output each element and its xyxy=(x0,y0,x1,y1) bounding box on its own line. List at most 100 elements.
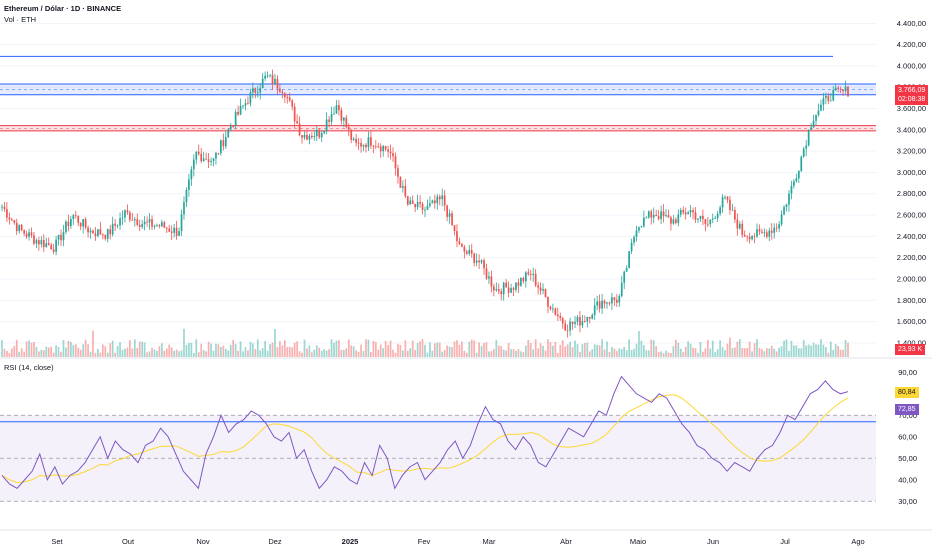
volume-bar xyxy=(677,342,680,357)
volume-bar xyxy=(569,341,571,357)
candle-body xyxy=(97,229,99,237)
volume-bar xyxy=(706,339,709,357)
candle-body xyxy=(99,229,102,235)
volume-bar xyxy=(497,345,500,357)
candle-body xyxy=(185,189,188,203)
volume-bar xyxy=(635,343,638,357)
volume-bar xyxy=(453,341,456,357)
volume-bar xyxy=(109,343,112,357)
volume-bar xyxy=(746,348,749,357)
time-axis-label: Out xyxy=(122,537,135,546)
candle-body xyxy=(254,88,257,93)
volume-bar xyxy=(148,351,151,357)
volume-bar xyxy=(33,342,35,357)
candle-body xyxy=(608,302,611,304)
candle-body xyxy=(247,103,249,105)
candle-body xyxy=(839,88,842,90)
price-tick-label: 4.400,00 xyxy=(897,19,926,28)
volume-bar xyxy=(495,339,498,357)
candle-body xyxy=(601,300,603,309)
volume-bar xyxy=(795,345,798,357)
volume-bar xyxy=(89,351,92,357)
volume-bar xyxy=(402,350,404,357)
candle-body xyxy=(815,115,817,121)
candle-body xyxy=(820,104,822,111)
chart-title[interactable]: Ethereum / Dólar · 1D · BINANCE xyxy=(4,4,122,13)
candle-body xyxy=(785,204,788,208)
candle-body xyxy=(158,225,161,227)
rsi-tick-label: 40,00 xyxy=(898,475,917,484)
volume-bar xyxy=(345,348,348,357)
volume-bar xyxy=(133,339,136,357)
candle-body xyxy=(404,186,407,197)
candle-body xyxy=(847,86,849,97)
volume-bar xyxy=(421,339,424,357)
volume-bar xyxy=(694,348,697,357)
volume-bar xyxy=(517,349,520,357)
candle-body xyxy=(10,219,13,221)
candle-body xyxy=(542,289,544,291)
candle-body xyxy=(834,87,837,91)
volume-bar xyxy=(837,345,840,357)
candle-body xyxy=(628,251,630,269)
volume-bar xyxy=(333,343,335,357)
volume-bar xyxy=(416,342,419,357)
candle-body xyxy=(556,314,559,317)
volume-bar xyxy=(286,347,289,357)
volume-bar xyxy=(419,341,421,357)
candle-body xyxy=(416,202,419,208)
candlesticks xyxy=(1,69,849,338)
candle-body xyxy=(810,127,812,130)
candle-body xyxy=(465,251,468,254)
candle-body xyxy=(195,151,198,160)
candle-body xyxy=(296,121,298,124)
volume-bar xyxy=(160,343,163,357)
volume-bar xyxy=(129,340,131,357)
volume-bar xyxy=(35,346,38,357)
candle-body xyxy=(726,196,729,200)
volume-bar xyxy=(217,344,220,357)
volume-bar xyxy=(802,340,805,357)
candle-body xyxy=(569,321,571,331)
candle-body xyxy=(593,305,596,315)
volume-bar xyxy=(15,339,18,357)
candle-body xyxy=(419,202,421,204)
volume-bar xyxy=(25,341,28,357)
candle-body xyxy=(197,151,200,154)
candle-body xyxy=(630,242,633,252)
candle-body xyxy=(438,196,441,200)
volume-bar xyxy=(251,343,254,357)
rsi-tick-label: 50,00 xyxy=(898,454,917,463)
rsi-label[interactable]: RSI (14, close) xyxy=(4,363,54,372)
volume-bar xyxy=(847,342,849,357)
volume-bar xyxy=(483,343,485,357)
candle-body xyxy=(662,211,665,217)
volume-bar xyxy=(812,342,815,357)
volume-bar xyxy=(662,352,665,357)
candle-body xyxy=(205,158,207,160)
candle-body xyxy=(360,142,362,147)
candle-body xyxy=(655,214,658,217)
volume-bar xyxy=(237,350,239,357)
volume-bar xyxy=(239,341,242,357)
candle-body xyxy=(362,144,365,147)
candle-body xyxy=(106,229,109,239)
candle-body xyxy=(652,214,655,218)
volume-bar xyxy=(623,346,626,357)
candle-body xyxy=(311,135,313,138)
candle-body xyxy=(136,219,139,225)
rsi-ma-badge: 72,85 xyxy=(895,404,919,415)
volume-label[interactable]: Vol · ETH xyxy=(4,15,37,24)
candle-body xyxy=(347,127,350,130)
volume-bar xyxy=(510,349,512,357)
volume-bar xyxy=(69,341,72,357)
candle-body xyxy=(687,212,690,215)
candle-body xyxy=(453,225,456,232)
candle-body xyxy=(23,230,25,234)
volume-bar xyxy=(266,350,269,357)
candle-body xyxy=(374,146,377,148)
volume-bar xyxy=(630,350,633,357)
time-axis-label: Dez xyxy=(268,537,282,546)
candle-body xyxy=(788,193,790,205)
